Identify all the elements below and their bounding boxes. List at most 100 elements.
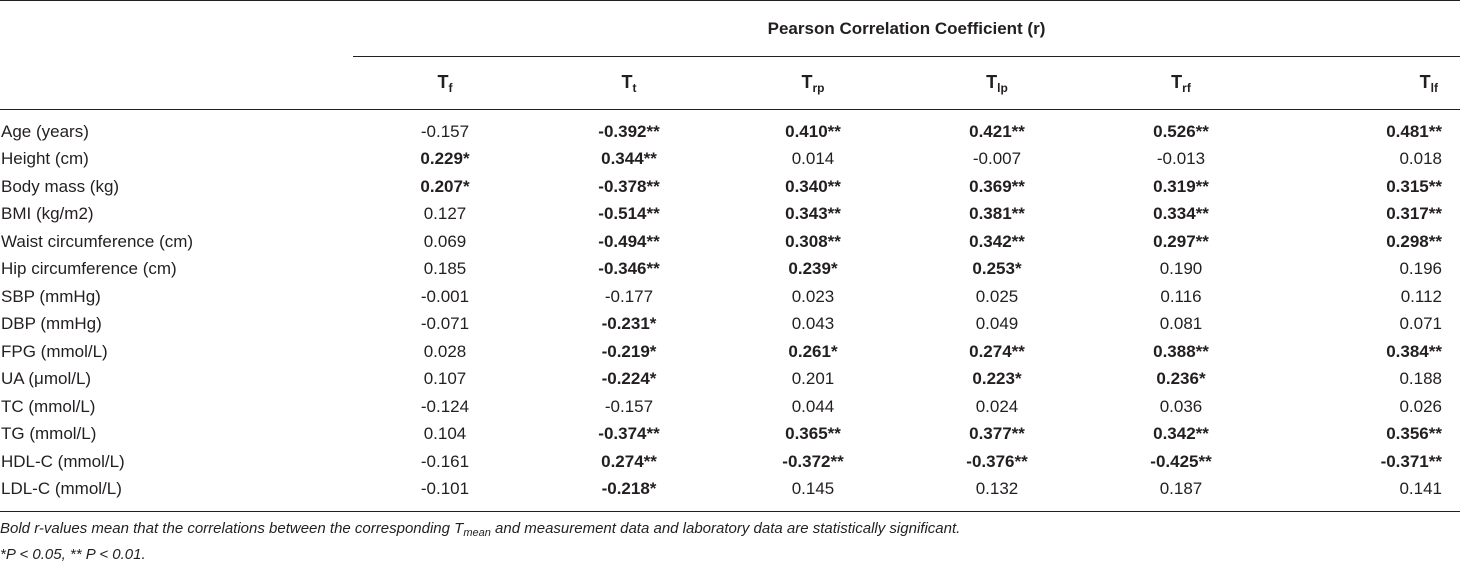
table-row: UA (μmol/L) 0.107 -0.224* 0.201 0.223* 0.236*… [0,366,1460,394]
row-label: Body mass (kg) [1,176,120,196]
row-label: UA (μmol/L) [1,369,92,389]
table-cell: 0.185 [423,259,467,279]
table-row: Height (cm) 0.229* 0.344** 0.014 -0.007 -0.01… [0,146,1460,174]
table-cell: 0.365** [785,424,841,444]
table-cell: 0.024 [975,396,1019,416]
table-cell: -0.376** [966,451,1028,471]
table-cell: 0.071 [1399,314,1442,334]
bottom-rule [0,511,1460,512]
table-cell: 0.132 [975,479,1019,499]
table-cell: 0.388** [1153,341,1209,361]
table-cell: -0.071 [420,314,470,334]
footnote-p-values: *P < 0.05, ** P < 0.01. [0,546,146,563]
table-cell: 0.036 [1159,396,1203,416]
table-cell: 0.274** [969,341,1025,361]
table-cell: -0.371** [1380,451,1442,471]
footnote-text: Bold r-values mean that the correlations… [0,520,455,537]
column-header-subscript: lp [997,81,1008,95]
column-header-subscript: rf [1182,81,1191,95]
table-cell: 0.384** [1386,341,1442,361]
table-cell: 0.356** [1386,424,1442,444]
table-cell: 0.342** [969,231,1025,251]
table-row: TC (mmol/L) -0.124 -0.157 0.044 0.024 0.036 0.… [0,393,1460,421]
column-header-trf: Trf [1089,57,1273,110]
table-cell: 0.107 [423,369,467,389]
table-cell: 0.317** [1386,204,1442,224]
table-cell: -0.374** [598,424,660,444]
row-label: Hip circumference (cm) [1,259,177,279]
table-cell: -0.161 [420,451,470,471]
table-row: Age (years) -0.157 -0.392** 0.410** 0.421** 0… [0,118,1460,146]
table-body: Age (years) -0.157 -0.392** 0.410** 0.421** 0… [0,110,1460,512]
table-row: Waist circumference (cm) 0.069 -0.494** 0.3… [0,228,1460,256]
table-cell: -0.177 [604,286,654,306]
table-cell: -0.007 [972,149,1022,169]
footnote-text: and measurement data and laboratory data… [490,520,961,537]
table-cell: 0.315** [1386,176,1442,196]
table-cell: 0.261* [788,341,838,361]
row-label: LDL-C (mmol/L) [1,479,122,499]
table-row: FPG (mmol/L) 0.028 -0.219* 0.261* 0.274** 0.3… [0,338,1460,366]
row-label: Age (years) [1,121,89,141]
table-cell: 0.190 [1159,259,1203,279]
table-cell: -0.157 [420,121,470,141]
table-cell: 0.239* [788,259,838,279]
top-rule [0,0,1460,1]
table-cell: -0.392** [598,121,660,141]
column-header-trp: Trp [721,57,905,110]
table-cell: 0.334** [1153,204,1209,224]
table-cell: 0.187 [1159,479,1203,499]
table-cell: 0.081 [1159,314,1203,334]
table-cell: 0.145 [791,479,835,499]
table-cell: 0.049 [975,314,1019,334]
column-header-subscript: f [448,81,453,95]
table-cell: 0.069 [423,231,467,251]
column-header-base: T [986,72,998,92]
column-header-base: T [1171,72,1183,92]
table-cell: 0.297** [1153,231,1209,251]
table-cell: 0.340** [785,176,841,196]
table-cell: 0.342** [1153,424,1209,444]
table-cell: 0.014 [791,149,835,169]
table-cell: 0.196 [1399,259,1442,279]
column-header-base: T [437,72,449,92]
column-header-base: T [621,72,633,92]
table-cell: 0.319** [1153,176,1209,196]
table-cell: -0.514** [598,204,660,224]
table-cell: 0.025 [975,286,1019,306]
table-cell: -0.494** [598,231,660,251]
table-row: DBP (mmHg) -0.071 -0.231* 0.043 0.049 0.081 0.… [0,311,1460,339]
table-cell: 0.028 [423,341,467,361]
table-cell: 0.023 [791,286,835,306]
row-label: TG (mmol/L) [1,424,97,444]
table-cell: -0.157 [604,396,654,416]
footnote-t-subscript: mean [463,527,491,539]
table-cell: 0.201 [791,369,835,389]
table-row: TG (mmol/L) 0.104 -0.374** 0.365** 0.377** 0.… [0,421,1460,449]
row-label: HDL-C (mmol/L) [1,451,125,471]
table-cell: 0.112 [1400,286,1442,306]
table-row: Body mass (kg) 0.207* -0.378** 0.340** 0.369… [0,173,1460,201]
table-row: HDL-C (mmol/L) -0.161 0.274** -0.372** -0.37… [0,448,1460,476]
table-cell: 0.018 [1399,149,1442,169]
table-cell: -0.224* [601,369,657,389]
footnote-significance: Bold r-values mean that the correlations… [0,518,960,544]
table-cell: 0.481** [1386,121,1442,141]
table-cell: -0.101 [420,479,470,499]
table-cell: 0.369** [969,176,1025,196]
table-cell: -0.219* [601,341,657,361]
table-cell: -0.001 [420,286,470,306]
table-cell: 0.381** [969,204,1025,224]
table-cell: 0.116 [1160,286,1202,306]
table-cell: -0.013 [1156,149,1206,169]
table-cell: -0.425** [1150,451,1212,471]
table-cell: 0.253* [972,259,1022,279]
table-row: BMI (kg/m2) 0.127 -0.514** 0.343** 0.381** 0.… [0,201,1460,229]
table-cell: 0.526** [1153,121,1209,141]
table-row: LDL-C (mmol/L) -0.101 -0.218* 0.145 0.132 0.1… [0,476,1460,504]
table-cell: 0.026 [1399,396,1442,416]
table-cell: 0.043 [791,314,835,334]
correlation-table: Pearson Correlation Coefficient (r) Tf Tt… [0,0,1460,512]
column-header-base: T [801,72,813,92]
table-cell: -0.231* [601,314,657,334]
